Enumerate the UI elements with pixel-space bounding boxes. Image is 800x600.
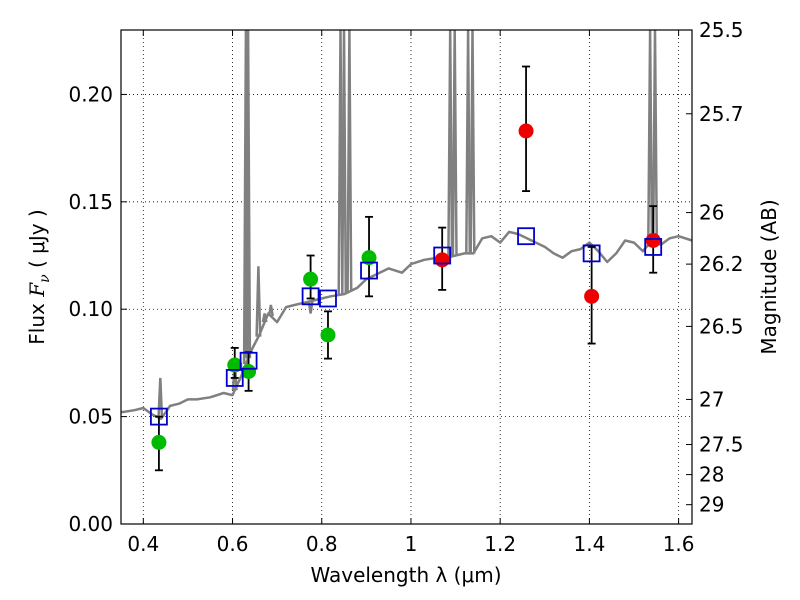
right-axis-label: Magnitude (AB) [757, 199, 781, 354]
x-axis-label: Wavelength λ (μm) [310, 563, 501, 587]
y-tick-label: 0.05 [68, 405, 113, 429]
x-tick-label: 0.6 [217, 532, 249, 556]
green-data-point [151, 434, 167, 450]
emission-line [245, 30, 252, 359]
emission-line [465, 30, 472, 254]
green-data-point [303, 271, 319, 287]
red-data-point [434, 252, 450, 268]
right-tick-label: 27 [699, 387, 724, 411]
x-tick-label: 0.8 [306, 532, 338, 556]
right-tick-label: 25.7 [699, 102, 744, 126]
x-tick-label: 1.6 [663, 532, 695, 556]
emission-line [255, 266, 262, 337]
right-tick-label: 26.2 [699, 252, 744, 276]
axes [120, 29, 693, 525]
emission-line [451, 30, 458, 256]
green-data-point [320, 327, 336, 343]
right-tick-label: 28 [699, 463, 724, 487]
y-tick-label: 0.20 [68, 82, 113, 106]
model-spectrum [121, 30, 692, 421]
plot-frame [120, 29, 693, 525]
model-photometry-square [150, 407, 168, 426]
model-photometry-square [517, 227, 535, 246]
right-tick-label: 25.5 [699, 18, 744, 42]
model-photometry-square [301, 287, 320, 306]
y-axis-label-prefix: Flux [25, 297, 49, 345]
emission-line [261, 313, 268, 323]
right-tick-label: 26 [699, 201, 724, 225]
model-spectrum-line [121, 230, 692, 421]
y-tick-label: 0.15 [68, 190, 113, 214]
emission-line [267, 304, 274, 317]
model-photometry-square [644, 238, 663, 256]
y-tick-label: 0.10 [68, 297, 113, 321]
model-photometry-square [319, 289, 337, 308]
emission-line [651, 30, 659, 243]
emission-line [346, 30, 353, 292]
y-tick-label: 0.00 [68, 512, 113, 536]
model-photometry-square [239, 351, 258, 370]
right-tick-label: 29 [699, 493, 724, 517]
red-data-point [645, 232, 661, 248]
ticks: 0.4 0.6 0.8 1 1.2 1.4 1.6 0.00 0.05 0.10 0.15 0.20 2… [68, 18, 743, 556]
red-data-point [584, 288, 600, 304]
emission-line [341, 30, 348, 295]
emission-line [157, 377, 164, 419]
model-photometry-square [360, 261, 378, 280]
right-tick-label: 27.5 [699, 433, 744, 457]
y-axis-label-unit: ( μJy ) [25, 209, 49, 274]
x-tick-label: 1.4 [573, 532, 605, 556]
x-tick-label: 1.2 [484, 532, 516, 556]
right-tick-label: 26.5 [699, 314, 744, 338]
y-axis-label-symbol: F [25, 282, 49, 298]
x-tick-label: 1 [405, 532, 418, 556]
data-markers [150, 123, 663, 450]
green-data-point [241, 364, 257, 380]
y-axis-label-subscript: ν [37, 274, 53, 283]
green-data-point [227, 357, 243, 373]
x-tick-label: 0.4 [127, 532, 159, 556]
emission-line [647, 30, 654, 243]
emission-line [469, 30, 476, 254]
red-data-point [518, 123, 534, 139]
emission-line [307, 301, 314, 314]
model-photometry-square [433, 246, 452, 265]
y-axis-label: Flux Fν ( μJy ) [25, 209, 53, 344]
emission-line [447, 30, 454, 257]
grid [121, 30, 692, 525]
green-data-point [361, 250, 377, 266]
model-photometry-square [582, 244, 601, 263]
model-photometry-square [225, 369, 244, 387]
